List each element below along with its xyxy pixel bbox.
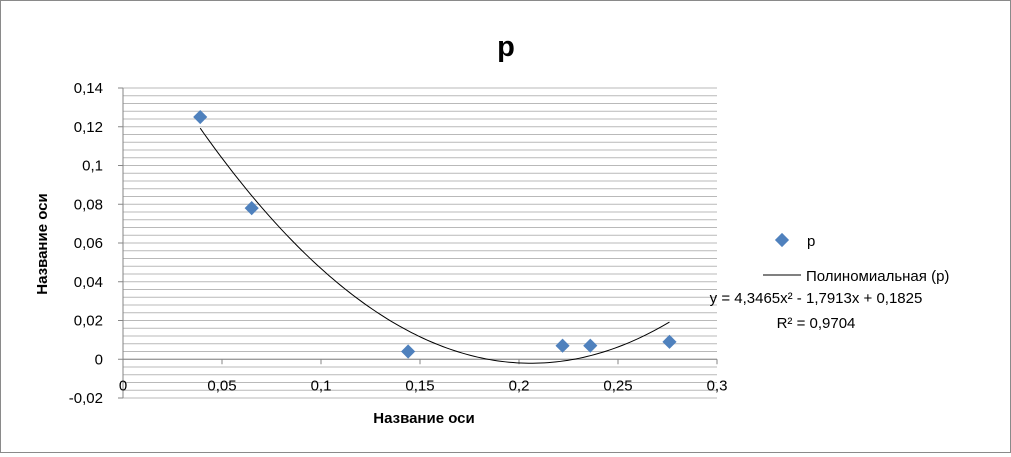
chart-title: p xyxy=(497,31,515,63)
data-point xyxy=(193,109,208,125)
trendline xyxy=(199,127,670,364)
y-tick-label: 0,04 xyxy=(74,274,103,291)
y-tick-label: 0,12 xyxy=(74,119,103,136)
legend: p Полиномиальная (p) xyxy=(763,232,949,285)
x-tick-label: 0,3 xyxy=(707,377,728,394)
polynomial-trendline xyxy=(199,127,670,364)
y-tick-label: 0,02 xyxy=(74,313,103,330)
data-point xyxy=(244,201,259,216)
y-tick-label: 0,1 xyxy=(82,158,103,175)
x-tick-label: 0,2 xyxy=(509,377,530,394)
x-tick-label: 0 xyxy=(119,377,127,394)
data-point xyxy=(401,344,416,359)
legend-label-trendline: Полиномиальная (p) xyxy=(806,268,949,285)
y-axis-title: Название оси xyxy=(34,193,51,295)
tick-labels: 0 0,05 0,1 0,15 0,2 0,25 0,3 -0,02 0 0,02 0,04 0,06… xyxy=(69,80,728,407)
y-tick-label: 0,14 xyxy=(74,80,103,97)
data-point xyxy=(583,338,598,353)
trendline-equation: y = 4,3465x² - 1,7913x + 0,1825 xyxy=(710,290,923,307)
y-tick-label: 0,08 xyxy=(74,196,103,213)
legend-label-p: p xyxy=(807,233,815,250)
y-tick-label: -0,02 xyxy=(69,390,103,407)
data-point xyxy=(662,334,677,349)
y-tick-label: 0,06 xyxy=(74,235,103,252)
legend-marker-p xyxy=(774,232,790,248)
x-tick-label: 0,15 xyxy=(405,377,434,394)
data-point xyxy=(555,338,570,353)
x-tick-label: 0,1 xyxy=(311,377,332,394)
x-axis-title: Название оси xyxy=(373,410,475,427)
gridlines xyxy=(123,87,717,399)
data-points xyxy=(193,109,677,359)
x-tick-label: 0,25 xyxy=(603,377,632,394)
x-tick-label: 0,05 xyxy=(207,377,236,394)
y-tick-label: 0 xyxy=(95,351,103,368)
trendline-r-squared: R² = 0,9704 xyxy=(777,315,856,332)
